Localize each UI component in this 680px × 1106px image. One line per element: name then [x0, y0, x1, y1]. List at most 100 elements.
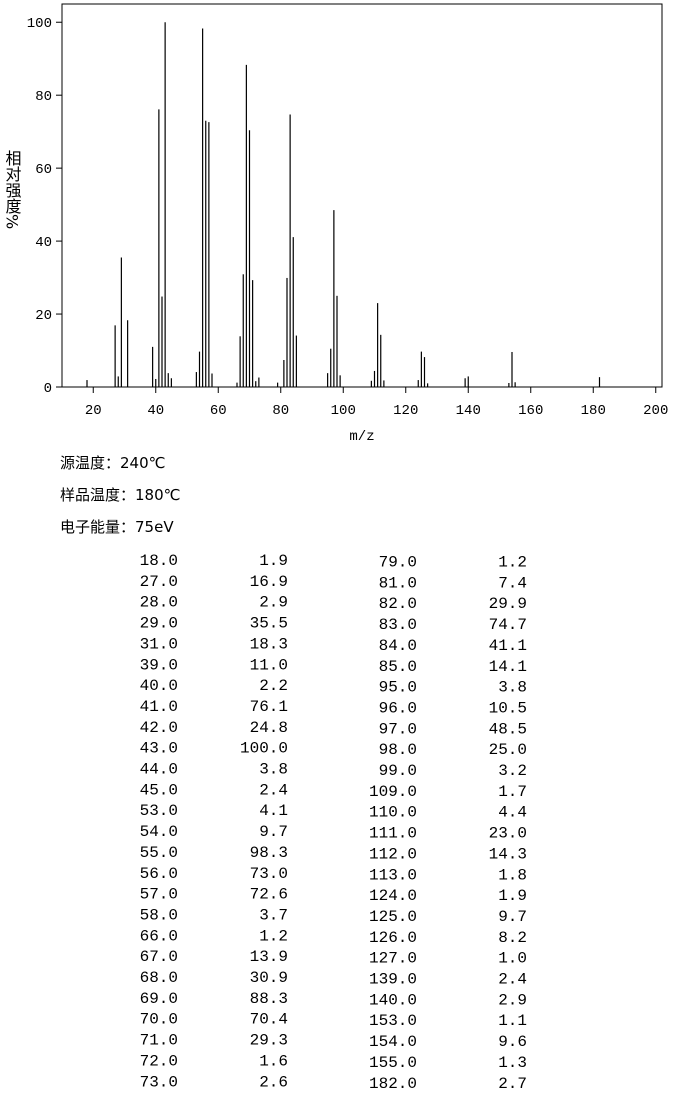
intensity-cell: 70.4 [250, 1011, 288, 1029]
intensity-cell: 1.6 [259, 1052, 288, 1070]
mz-cell: 54.0 [140, 823, 178, 841]
y-tick-label: 80 [35, 89, 52, 105]
intensity-cell: 1.0 [498, 950, 527, 968]
mz-cell: 113.0 [369, 866, 417, 884]
mz-cell: 95.0 [379, 679, 417, 697]
x-tick-label: 160 [518, 403, 543, 419]
mz-cell: 39.0 [140, 656, 178, 674]
intensity-cell: 14.3 [489, 845, 527, 863]
intensity-cell: 23.0 [489, 825, 527, 843]
mz-cell: 29.0 [140, 615, 178, 633]
x-tick-label: 140 [456, 403, 481, 419]
mz-cell: 109.0 [369, 783, 417, 801]
mz-cell: 53.0 [140, 802, 178, 820]
intensity-cell: 1.3 [498, 1054, 527, 1072]
intensity-cell: 1.1 [498, 1012, 527, 1030]
mz-cell: 99.0 [379, 762, 417, 780]
condition: 源温度：240℃ [60, 454, 165, 472]
intensity-cell: 16.9 [250, 573, 288, 591]
mz-cell: 31.0 [140, 635, 178, 653]
intensity-cell: 48.5 [489, 720, 527, 738]
x-tick-label: 40 [147, 403, 164, 419]
intensity-cell: 25.0 [489, 741, 527, 759]
y-tick-label: 100 [27, 16, 52, 32]
mz-cell: 42.0 [140, 719, 178, 737]
y-tick-label: 0 [44, 381, 52, 397]
x-tick-label: 60 [210, 403, 227, 419]
mz-cell: 69.0 [140, 990, 178, 1008]
mz-cell: 18.0 [140, 552, 178, 570]
mz-cell: 155.0 [369, 1054, 417, 1072]
intensity-cell: 1.9 [498, 887, 527, 905]
mz-cell: 43.0 [140, 740, 178, 758]
mz-cell: 44.0 [140, 761, 178, 779]
intensity-cell: 41.1 [489, 637, 527, 655]
intensity-cell: 14.1 [489, 658, 527, 676]
mz-cell: 127.0 [369, 950, 417, 968]
mz-cell: 40.0 [140, 677, 178, 695]
y-tick-label: 20 [35, 308, 52, 324]
intensity-cell: 2.4 [259, 781, 288, 799]
y-tick-label: 40 [35, 235, 52, 251]
condition: 样品温度：180℃ [60, 486, 180, 504]
x-tick-label: 120 [393, 403, 418, 419]
intensity-cell: 1.8 [498, 866, 527, 884]
intensity-cell: 10.5 [489, 699, 527, 717]
mz-cell: 67.0 [140, 948, 178, 966]
intensity-cell: 3.8 [259, 761, 288, 779]
mz-cell: 70.0 [140, 1011, 178, 1029]
condition: 电子能量：75eV [60, 518, 174, 536]
x-tick-label: 20 [85, 403, 102, 419]
mz-cell: 27.0 [140, 573, 178, 591]
mz-cell: 71.0 [140, 1032, 178, 1050]
plot-frame [61, 3, 663, 388]
intensity-cell: 1.7 [498, 783, 527, 801]
mz-cell: 153.0 [369, 1012, 417, 1030]
y-tick-label: 60 [35, 162, 52, 178]
intensity-cell: 29.3 [250, 1032, 288, 1050]
mz-cell: 97.0 [379, 720, 417, 738]
intensity-cell: 4.1 [259, 802, 288, 820]
mz-cell: 139.0 [369, 971, 417, 989]
intensity-cell: 2.7 [498, 1075, 527, 1093]
intensity-cell: 73.0 [250, 865, 288, 883]
mz-cell: 112.0 [369, 845, 417, 863]
mz-cell: 126.0 [369, 929, 417, 947]
mz-cell: 56.0 [140, 865, 178, 883]
mz-cell: 81.0 [379, 574, 417, 592]
mz-cell: 83.0 [379, 616, 417, 634]
mz-cell: 98.0 [379, 741, 417, 759]
x-axis-label: m/z [349, 429, 374, 445]
intensity-cell: 1.2 [498, 554, 527, 572]
y-axis-label: 相对强度% [3, 150, 22, 229]
mz-cell: 68.0 [140, 969, 178, 987]
intensity-cell: 29.9 [489, 595, 527, 613]
mz-cell: 124.0 [369, 887, 417, 905]
intensity-cell: 3.2 [498, 762, 527, 780]
mz-cell: 154.0 [369, 1033, 417, 1051]
intensity-cell: 7.4 [498, 574, 527, 592]
mz-cell: 111.0 [369, 825, 417, 843]
intensity-cell: 8.2 [498, 929, 527, 947]
intensity-cell: 76.1 [250, 698, 288, 716]
intensity-cell: 35.5 [250, 615, 288, 633]
intensity-cell: 9.6 [498, 1033, 527, 1051]
mz-cell: 182.0 [369, 1075, 417, 1093]
mz-cell: 125.0 [369, 908, 417, 926]
intensity-cell: 98.3 [250, 844, 288, 862]
intensity-cell: 2.4 [498, 971, 527, 989]
intensity-cell: 30.9 [250, 969, 288, 987]
intensity-cell: 3.8 [498, 679, 527, 697]
mz-cell: 55.0 [140, 844, 178, 862]
mz-cell: 96.0 [379, 699, 417, 717]
mz-cell: 110.0 [369, 804, 417, 822]
intensity-cell: 18.3 [250, 635, 288, 653]
intensity-cell: 2.9 [498, 991, 527, 1009]
mz-cell: 72.0 [140, 1052, 178, 1070]
mz-cell: 28.0 [140, 594, 178, 612]
x-tick-label: 80 [272, 403, 289, 419]
mz-cell: 79.0 [379, 554, 417, 572]
mz-cell: 84.0 [379, 637, 417, 655]
intensity-cell: 3.7 [259, 906, 288, 924]
